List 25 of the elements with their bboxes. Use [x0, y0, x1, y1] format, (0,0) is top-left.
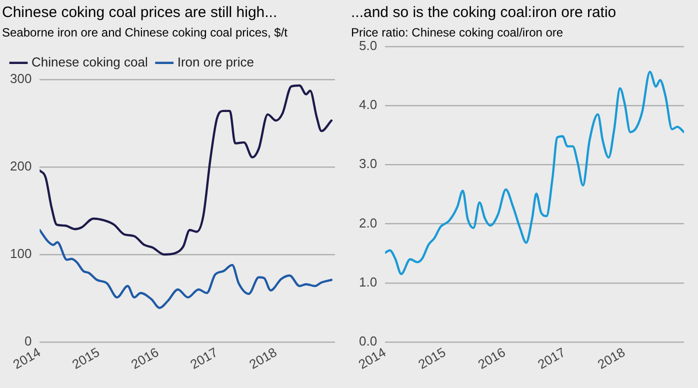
- y-tick-label: 1.0: [358, 274, 378, 290]
- x-tick-label: 2018: [594, 344, 628, 372]
- y-tick-label: 4.0: [358, 97, 378, 112]
- chart-title: Chinese coking coal prices are still high...: [2, 4, 278, 22]
- y-tick-label: 200: [10, 158, 32, 174]
- x-tick-label: 2015: [69, 344, 102, 372]
- legend-label: Iron ore price: [177, 54, 254, 70]
- x-tick-label: 2018: [246, 344, 280, 372]
- x-tick-label: 2017: [188, 344, 220, 372]
- legend-label: Chinese coking coal: [32, 54, 148, 70]
- y-tick-label: 2.0: [358, 215, 378, 230]
- line-series: [385, 70, 684, 276]
- chart-subtitle: Price ratio: Chinese coking coal/iron ore: [351, 26, 564, 40]
- x-tick-label: 2015: [416, 344, 448, 372]
- x-tick-label: 2016: [128, 344, 162, 372]
- y-tick-label: 300: [10, 70, 32, 86]
- chart-subtitle: Seaborne iron ore and Chinese coking coal prices, $/t: [2, 26, 288, 40]
- line-series: [40, 84, 333, 256]
- line-series: [40, 228, 333, 309]
- y-tick-label: 5.0: [358, 38, 378, 53]
- x-tick-label: 2016: [475, 344, 508, 372]
- x-tick-label: 2017: [535, 344, 568, 372]
- chart-title: ...and so is the coking coal:iron ore ratio: [351, 4, 616, 22]
- y-tick-label: 3.0: [358, 156, 378, 172]
- y-tick-label: 100: [10, 246, 32, 262]
